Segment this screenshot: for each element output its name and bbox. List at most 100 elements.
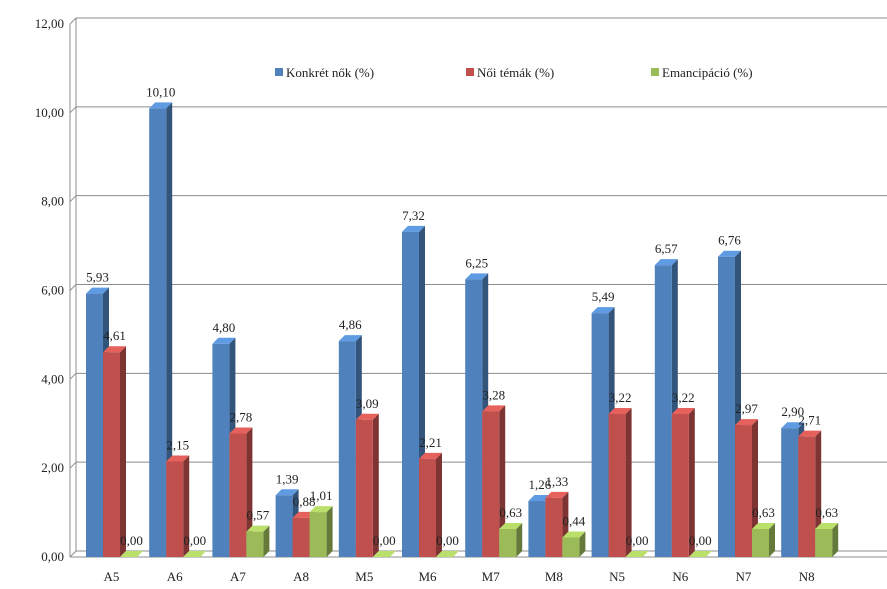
- x-tick-label: M8: [545, 569, 563, 584]
- bar: [562, 537, 580, 557]
- bar: [465, 279, 483, 557]
- bar-top: [752, 523, 775, 530]
- data-label: 3,28: [482, 387, 505, 402]
- bar-side: [326, 506, 333, 557]
- bar-top: [625, 551, 649, 557]
- bar-side: [625, 407, 632, 557]
- bar-top: [120, 551, 143, 557]
- bar-side: [516, 523, 523, 557]
- data-label: 7,32: [402, 208, 425, 223]
- bar-side: [752, 419, 758, 557]
- bar-top: [735, 419, 758, 426]
- data-label: 2,78: [230, 410, 253, 425]
- y-tick-label: 12,00: [35, 16, 64, 31]
- x-tick-label: N5: [609, 569, 625, 584]
- data-label: 10,10: [146, 84, 175, 99]
- x-tick-label: A7: [230, 569, 246, 584]
- bar: [482, 411, 500, 557]
- bar-side: [579, 531, 586, 557]
- x-tick-label: N8: [799, 569, 815, 584]
- data-label: 2,71: [798, 413, 821, 428]
- bar: [654, 265, 672, 557]
- bar-top: [355, 413, 379, 420]
- bar-side: [688, 407, 695, 557]
- bar: [591, 313, 609, 557]
- y-tick-label: 8,00: [41, 194, 64, 209]
- bar: [781, 428, 799, 557]
- bar: [309, 512, 327, 557]
- legend-swatch: [275, 68, 283, 76]
- bar: [355, 419, 373, 557]
- bar-top: [372, 551, 396, 557]
- x-tick-label: A5: [104, 569, 120, 584]
- bar-top: [419, 452, 442, 459]
- bar: [608, 413, 626, 557]
- data-label: 1,39: [276, 471, 299, 486]
- bar-top: [688, 551, 712, 557]
- data-label: 6,57: [655, 241, 678, 256]
- gridline-depth: [69, 106, 77, 114]
- bar-top: [718, 250, 741, 257]
- data-label: 0,00: [120, 533, 143, 548]
- data-label: 3,22: [609, 390, 632, 405]
- bar-top: [781, 422, 805, 429]
- data-label: 0,88: [293, 494, 316, 509]
- bar: [103, 352, 120, 557]
- bar-side: [436, 452, 442, 557]
- bar-top: [562, 531, 586, 538]
- bar-top: [671, 407, 695, 414]
- bar: [545, 497, 563, 557]
- bar: [212, 343, 230, 557]
- bar-top: [309, 506, 333, 513]
- bar: [338, 341, 356, 557]
- x-tick-label: N7: [736, 569, 752, 584]
- bar-top: [815, 523, 839, 530]
- bar-top: [149, 102, 173, 109]
- bar-top: [798, 430, 822, 437]
- data-label: 1,26: [529, 477, 552, 492]
- y-tick-label: 0,00: [41, 549, 64, 564]
- bar: [499, 529, 517, 557]
- data-label: 0,00: [183, 533, 206, 548]
- bar-side: [372, 413, 379, 557]
- legend-swatch: [651, 68, 659, 76]
- bar-side: [166, 102, 173, 558]
- data-label: 0,63: [752, 505, 775, 520]
- data-label: 0,00: [626, 533, 649, 548]
- bar-side: [769, 523, 775, 557]
- bar-side: [263, 525, 270, 557]
- data-label: 2,90: [781, 404, 804, 419]
- bar-top: [465, 273, 489, 280]
- bar-top: [246, 525, 270, 532]
- bar-top: [545, 491, 569, 498]
- bar-top: [103, 346, 126, 353]
- gridline-depth: [69, 284, 77, 291]
- bar-top: [608, 407, 632, 414]
- bar: [229, 433, 247, 557]
- data-label: 1,33: [546, 474, 569, 489]
- data-label: 0,00: [689, 533, 712, 548]
- bar-top: [482, 405, 506, 412]
- legend-label: Emancipáció (%): [662, 65, 753, 80]
- y-tick-label: 10,00: [35, 105, 64, 120]
- data-label: 0,44: [563, 513, 586, 528]
- bar-side: [832, 523, 839, 557]
- bar-top: [499, 523, 523, 530]
- bar-top: [436, 551, 459, 557]
- data-label: 6,76: [718, 233, 741, 248]
- bar: [149, 108, 167, 558]
- bar-top: [86, 287, 109, 294]
- y-tick-label: 2,00: [41, 460, 64, 475]
- data-label: 0,63: [815, 505, 838, 520]
- y-tick-label: 4,00: [41, 371, 64, 386]
- bar-side: [246, 427, 253, 557]
- data-label: 2,15: [166, 438, 189, 453]
- bars: [86, 102, 839, 558]
- data-label: 2,21: [419, 435, 442, 450]
- legend-label: Konkrét nők (%): [286, 65, 374, 80]
- data-label: 0,00: [373, 533, 396, 548]
- x-tick-label: M5: [355, 569, 373, 584]
- data-label: 0,57: [247, 508, 270, 523]
